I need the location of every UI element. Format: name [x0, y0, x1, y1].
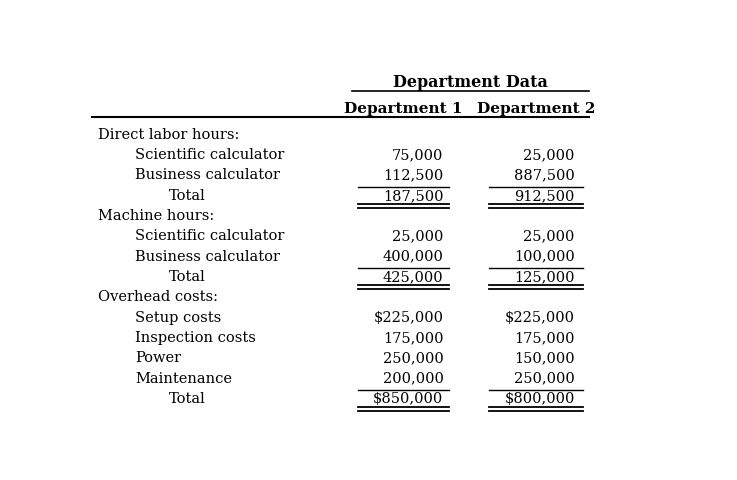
Text: Scientific calculator: Scientific calculator [135, 148, 284, 162]
Text: Power: Power [135, 351, 181, 365]
Text: 887,500: 887,500 [514, 168, 575, 182]
Text: 25,000: 25,000 [523, 229, 575, 243]
Text: Business calculator: Business calculator [135, 168, 280, 182]
Text: 125,000: 125,000 [514, 270, 575, 284]
Text: 25,000: 25,000 [392, 229, 444, 243]
Text: 250,000: 250,000 [514, 372, 575, 386]
Text: Department 1: Department 1 [344, 102, 463, 116]
Text: Total: Total [170, 270, 206, 284]
Text: 100,000: 100,000 [514, 250, 575, 264]
Text: Business calculator: Business calculator [135, 250, 280, 264]
Text: 25,000: 25,000 [523, 148, 575, 162]
Text: Scientific calculator: Scientific calculator [135, 229, 284, 243]
Text: 175,000: 175,000 [383, 331, 444, 345]
Text: Direct labor hours:: Direct labor hours: [98, 128, 240, 142]
Text: 425,000: 425,000 [383, 270, 444, 284]
Text: 187,500: 187,500 [383, 189, 444, 203]
Text: Department Data: Department Data [393, 74, 548, 91]
Text: Total: Total [170, 392, 206, 406]
Text: 150,000: 150,000 [514, 351, 575, 365]
Text: $800,000: $800,000 [504, 392, 575, 406]
Text: Inspection costs: Inspection costs [135, 331, 256, 345]
Text: 912,500: 912,500 [514, 189, 575, 203]
Text: $850,000: $850,000 [373, 392, 444, 406]
Text: Maintenance: Maintenance [135, 372, 232, 386]
Text: Total: Total [170, 189, 206, 203]
Text: Machine hours:: Machine hours: [98, 209, 214, 223]
Text: $225,000: $225,000 [374, 311, 444, 325]
Text: 400,000: 400,000 [383, 250, 444, 264]
Text: 200,000: 200,000 [383, 372, 444, 386]
Text: Setup costs: Setup costs [135, 311, 221, 325]
Text: 75,000: 75,000 [392, 148, 444, 162]
Text: Overhead costs:: Overhead costs: [98, 290, 218, 304]
Text: 175,000: 175,000 [514, 331, 575, 345]
Text: Department 2: Department 2 [477, 102, 595, 116]
Text: 112,500: 112,500 [383, 168, 444, 182]
Text: $225,000: $225,000 [505, 311, 575, 325]
Text: 250,000: 250,000 [383, 351, 444, 365]
